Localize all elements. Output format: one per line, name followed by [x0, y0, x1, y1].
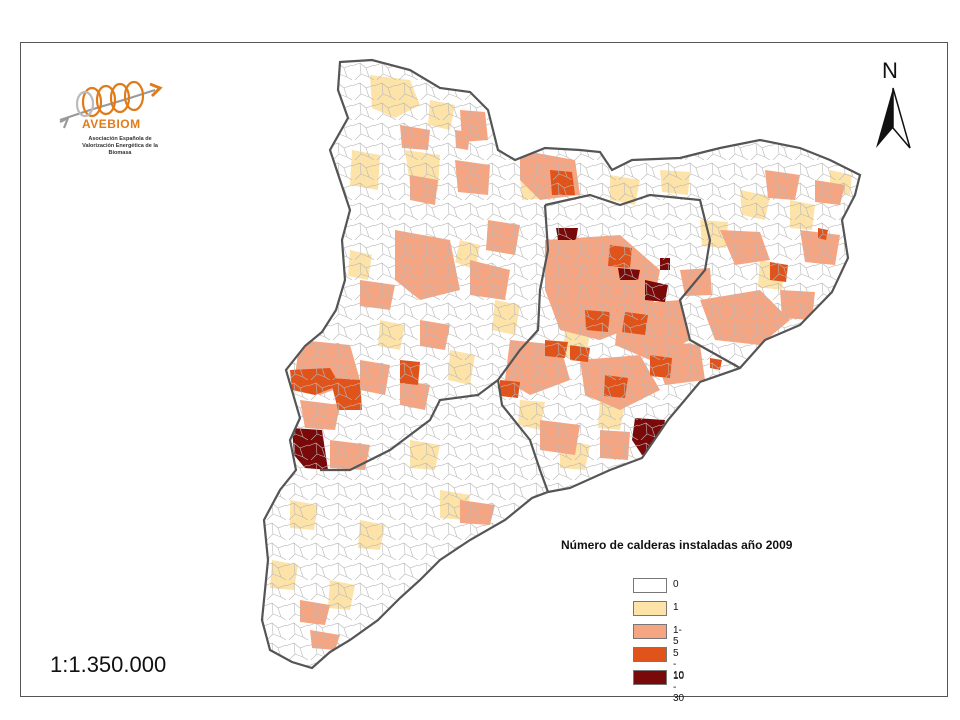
legend-label: 0 [673, 579, 679, 590]
logo-name: AVEBIOM [82, 117, 141, 131]
avebiom-logo-graphic [59, 80, 163, 129]
legend-label: 5 - 10 [673, 648, 685, 681]
north-arrow-icon [876, 87, 911, 149]
north-label: N [882, 58, 898, 83]
legend-swatch [633, 670, 667, 685]
logo-subtitle: Asociación Española de Valorización Ener… [82, 136, 158, 156]
legend-title: Número de calderas instaladas año 2009 [561, 538, 793, 552]
legend-swatch [633, 601, 667, 616]
legend-label: 1 [673, 602, 679, 613]
legend-label: 10 - 30 [673, 671, 685, 704]
province-borders [320, 193, 741, 493]
legend-label: 1- 5 [673, 625, 682, 647]
legend-swatch [633, 578, 667, 593]
legend-swatch [633, 647, 667, 662]
legend-swatch [633, 624, 667, 639]
scale-label: 1:1.350.000 [50, 652, 167, 677]
